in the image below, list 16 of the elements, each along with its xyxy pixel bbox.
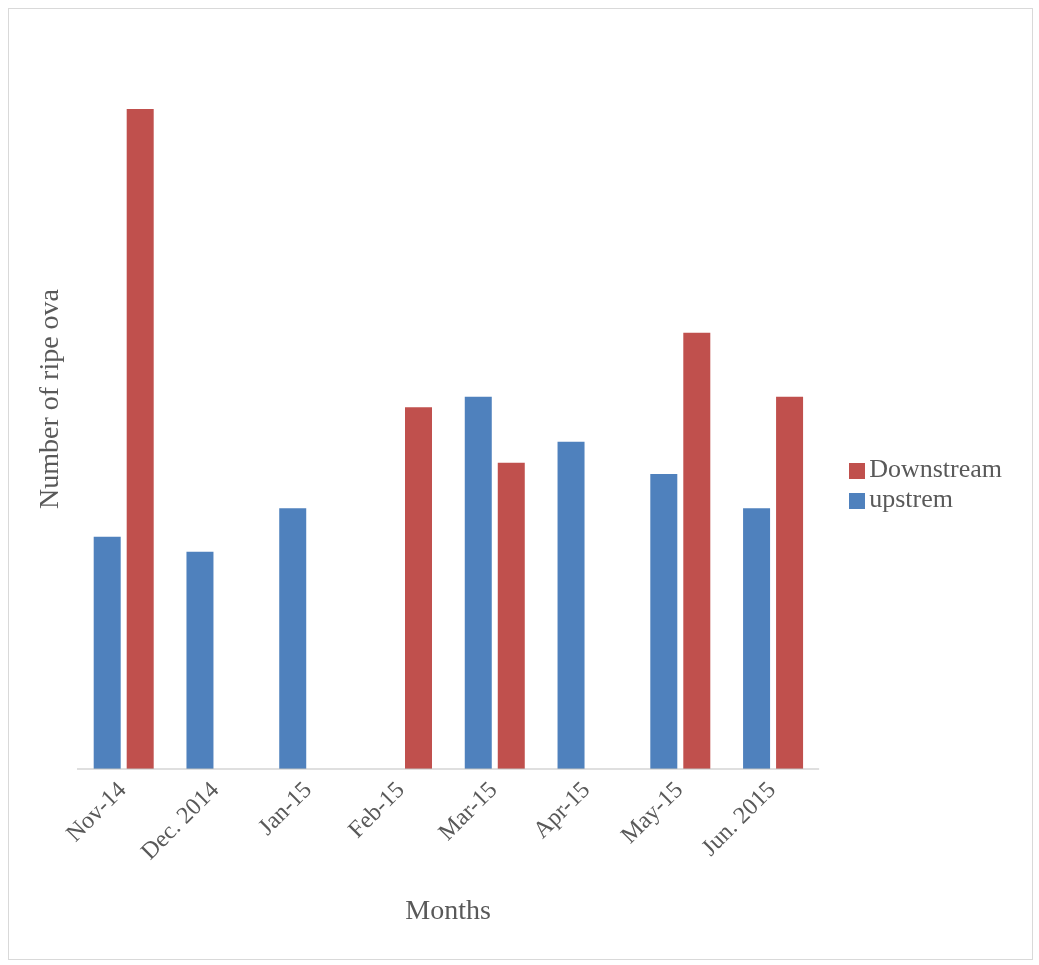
y-axis-title: Number of ripe ova xyxy=(33,288,65,510)
bar xyxy=(497,462,525,769)
x-axis-title: Months xyxy=(405,894,491,925)
bar xyxy=(126,109,154,769)
bar xyxy=(279,508,307,769)
bar xyxy=(557,441,585,769)
legend-label: upstrem xyxy=(869,484,953,513)
bar xyxy=(776,396,804,769)
bar xyxy=(405,407,432,769)
bar xyxy=(683,332,711,769)
bar xyxy=(650,473,678,769)
bar xyxy=(464,396,492,769)
bar xyxy=(743,508,771,769)
bar xyxy=(186,551,214,769)
legend-label: Downstream xyxy=(869,454,1002,483)
bar xyxy=(93,536,121,769)
